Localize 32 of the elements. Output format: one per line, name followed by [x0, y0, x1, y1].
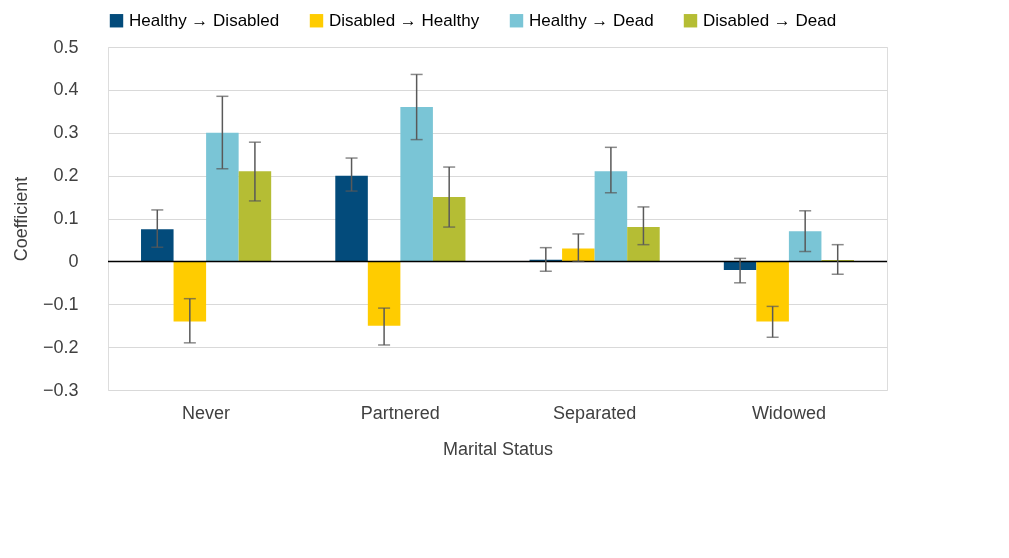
bar: [594, 171, 628, 262]
x-tick-label: Never: [182, 402, 231, 423]
bar: [432, 197, 466, 262]
bar: [173, 261, 207, 322]
x-axis-title: Marital Status: [442, 438, 554, 459]
bar: [335, 175, 368, 262]
y-axis-title: Coefficient: [10, 176, 31, 262]
bar: [238, 171, 272, 262]
y-tick-label: −0.3: [42, 379, 79, 400]
y-tick-label: 0.2: [53, 165, 79, 186]
legend-label: Healthy → Disabled: [129, 10, 280, 30]
x-tick-label: Separated: [553, 402, 637, 423]
legend-label: Disabled → Healthy: [329, 10, 480, 30]
y-tick-label: −0.1: [42, 293, 79, 314]
bar: [788, 231, 822, 262]
bar: [756, 261, 789, 322]
y-tick-label: 0.3: [53, 122, 79, 143]
y-tick-label: 0: [68, 250, 79, 271]
legend-label: Disabled → Dead: [703, 10, 837, 30]
y-tick-label: 0.4: [53, 79, 79, 100]
legend-label: Healthy → Dead: [529, 10, 654, 30]
x-tick-label: Partnered: [360, 402, 440, 423]
y-tick-label: −0.2: [42, 336, 79, 357]
bar: [367, 261, 401, 326]
bar: [627, 227, 660, 262]
bar: [400, 107, 433, 262]
y-tick-label: 0.5: [53, 36, 79, 57]
bar: [206, 132, 239, 262]
bar: [141, 229, 174, 262]
x-tick-label: Widowed: [751, 402, 826, 423]
y-tick-label: 0.1: [53, 208, 79, 228]
bar: [562, 248, 595, 262]
